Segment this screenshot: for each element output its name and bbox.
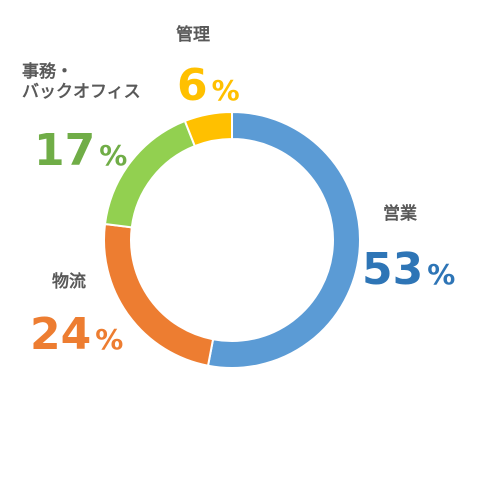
- management-percent-number: 6: [177, 60, 208, 111]
- label-backoffice-name: 事務・ バックオフィス: [22, 62, 141, 103]
- label-management-value: 6%: [177, 64, 240, 108]
- management-percent-unit: %: [211, 74, 240, 107]
- label-logistics-value: 24%: [30, 313, 123, 357]
- logistics-percent-unit: %: [95, 323, 124, 356]
- donut-slice-management: [183, 110, 233, 148]
- label-sales-value: 53%: [362, 248, 455, 292]
- sales-percent-unit: %: [427, 258, 456, 291]
- backoffice-percent-number: 17: [34, 125, 96, 176]
- label-management-name: 管理: [176, 25, 210, 45]
- backoffice-percent-unit: %: [99, 139, 128, 172]
- donut-slice-sales: [206, 110, 361, 369]
- sales-percent-number: 53: [362, 244, 424, 295]
- label-backoffice-value: 17%: [34, 129, 127, 173]
- label-logistics-name: 物流: [52, 272, 86, 292]
- logistics-percent-number: 24: [30, 309, 92, 360]
- label-sales-name: 営業: [383, 204, 417, 224]
